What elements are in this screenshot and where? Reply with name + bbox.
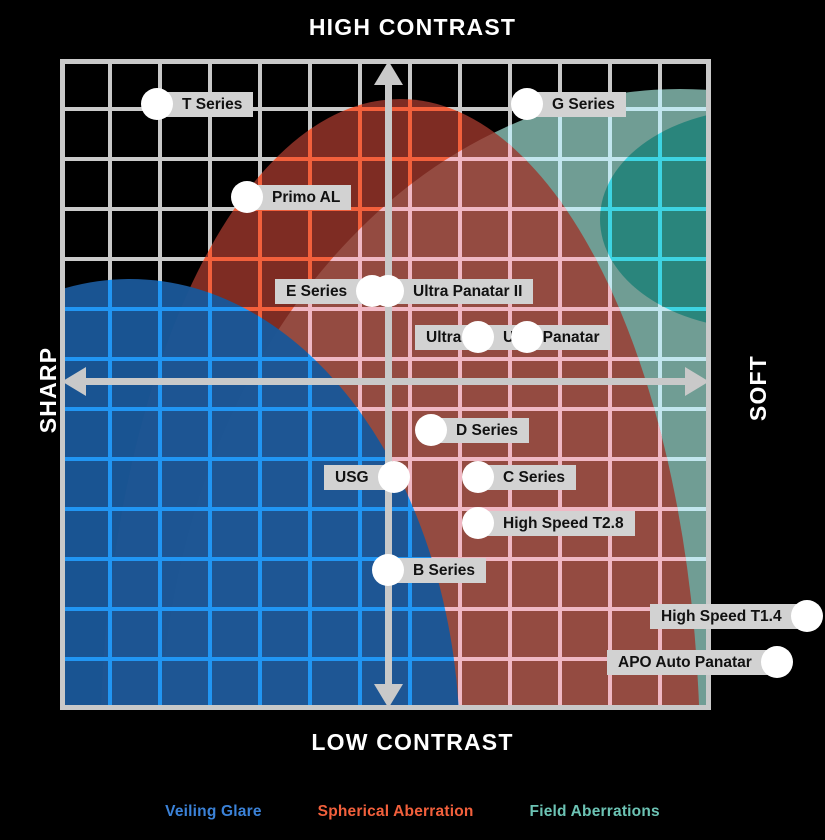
data-point-dot [462,507,494,539]
data-point-dot [415,414,447,446]
axis-title-soft: SOFT [745,354,771,422]
data-point-label: Ultra Panatar II [391,278,534,304]
data-point-dot [377,461,410,493]
legend-item-field-aberrations[interactable]: Field Aberrations [529,803,660,820]
legend-item-veiling-glare[interactable]: Veiling Glare [165,803,262,820]
data-point-dot [511,88,543,120]
data-point-label: APO Auto Panatar [607,649,774,675]
data-point-apo-auto-panatar[interactable]: APO Auto Panatar [607,646,793,678]
data-point-t-series[interactable]: T Series [141,88,254,120]
data-point-primo-al[interactable]: Primo AL [231,181,352,213]
plot-frame [60,59,711,710]
data-point-g-series[interactable]: G Series [511,88,626,120]
data-point-dot [790,600,823,632]
data-point-dot [372,554,404,586]
data-point-label: High Speed T1.4 [650,603,804,629]
data-point-c-series[interactable]: C Series [462,461,577,493]
chart-canvas [60,59,711,710]
legend-item-spherical-aberration[interactable]: Spherical Aberration [317,803,474,820]
data-point-label: T Series [160,91,254,117]
data-point-dot [231,181,263,213]
data-point-dot [511,321,544,353]
data-point-label: E Series [275,278,370,304]
chart-plot-area: T Series G Series Primo AL E Series Ultr… [60,59,823,710]
data-point-dot [462,321,494,353]
data-point-label: Ultra Panatar [481,324,611,350]
data-point-label: C Series [481,464,577,490]
data-point-label: D Series [434,417,530,443]
data-point-d-series[interactable]: D Series [415,414,530,446]
data-point-label: High Speed T2.8 [481,510,635,536]
data-point-ultra-panatar-ii[interactable]: Ultra Panatar II [372,275,534,307]
axis-arrow-vertical [374,61,403,708]
axis-title-sharp: SHARP [35,346,61,434]
data-point-usg[interactable]: USG [324,461,410,493]
axis-title-low-contrast: LOW CONTRAST [311,729,514,755]
data-point-high-speed-t14[interactable]: High Speed T1.4 [650,600,823,632]
data-point-dot [141,88,173,120]
chart-legend: Veiling Glare Spherical Aberration Field… [0,803,825,821]
data-point-e-series[interactable]: E Series [275,275,389,307]
data-point-dot [372,275,404,307]
data-point-dot [462,461,494,493]
axis-title-high-contrast: HIGH CONTRAST [308,14,517,40]
data-point-b-series[interactable]: B Series [372,554,487,586]
data-point-label: Primo AL [250,184,352,210]
data-point-dot [760,646,793,678]
data-point-label: G Series [530,91,626,117]
data-point-high-speed-t28[interactable]: High Speed T2.8 [462,507,635,539]
data-point-label: B Series [391,557,487,583]
